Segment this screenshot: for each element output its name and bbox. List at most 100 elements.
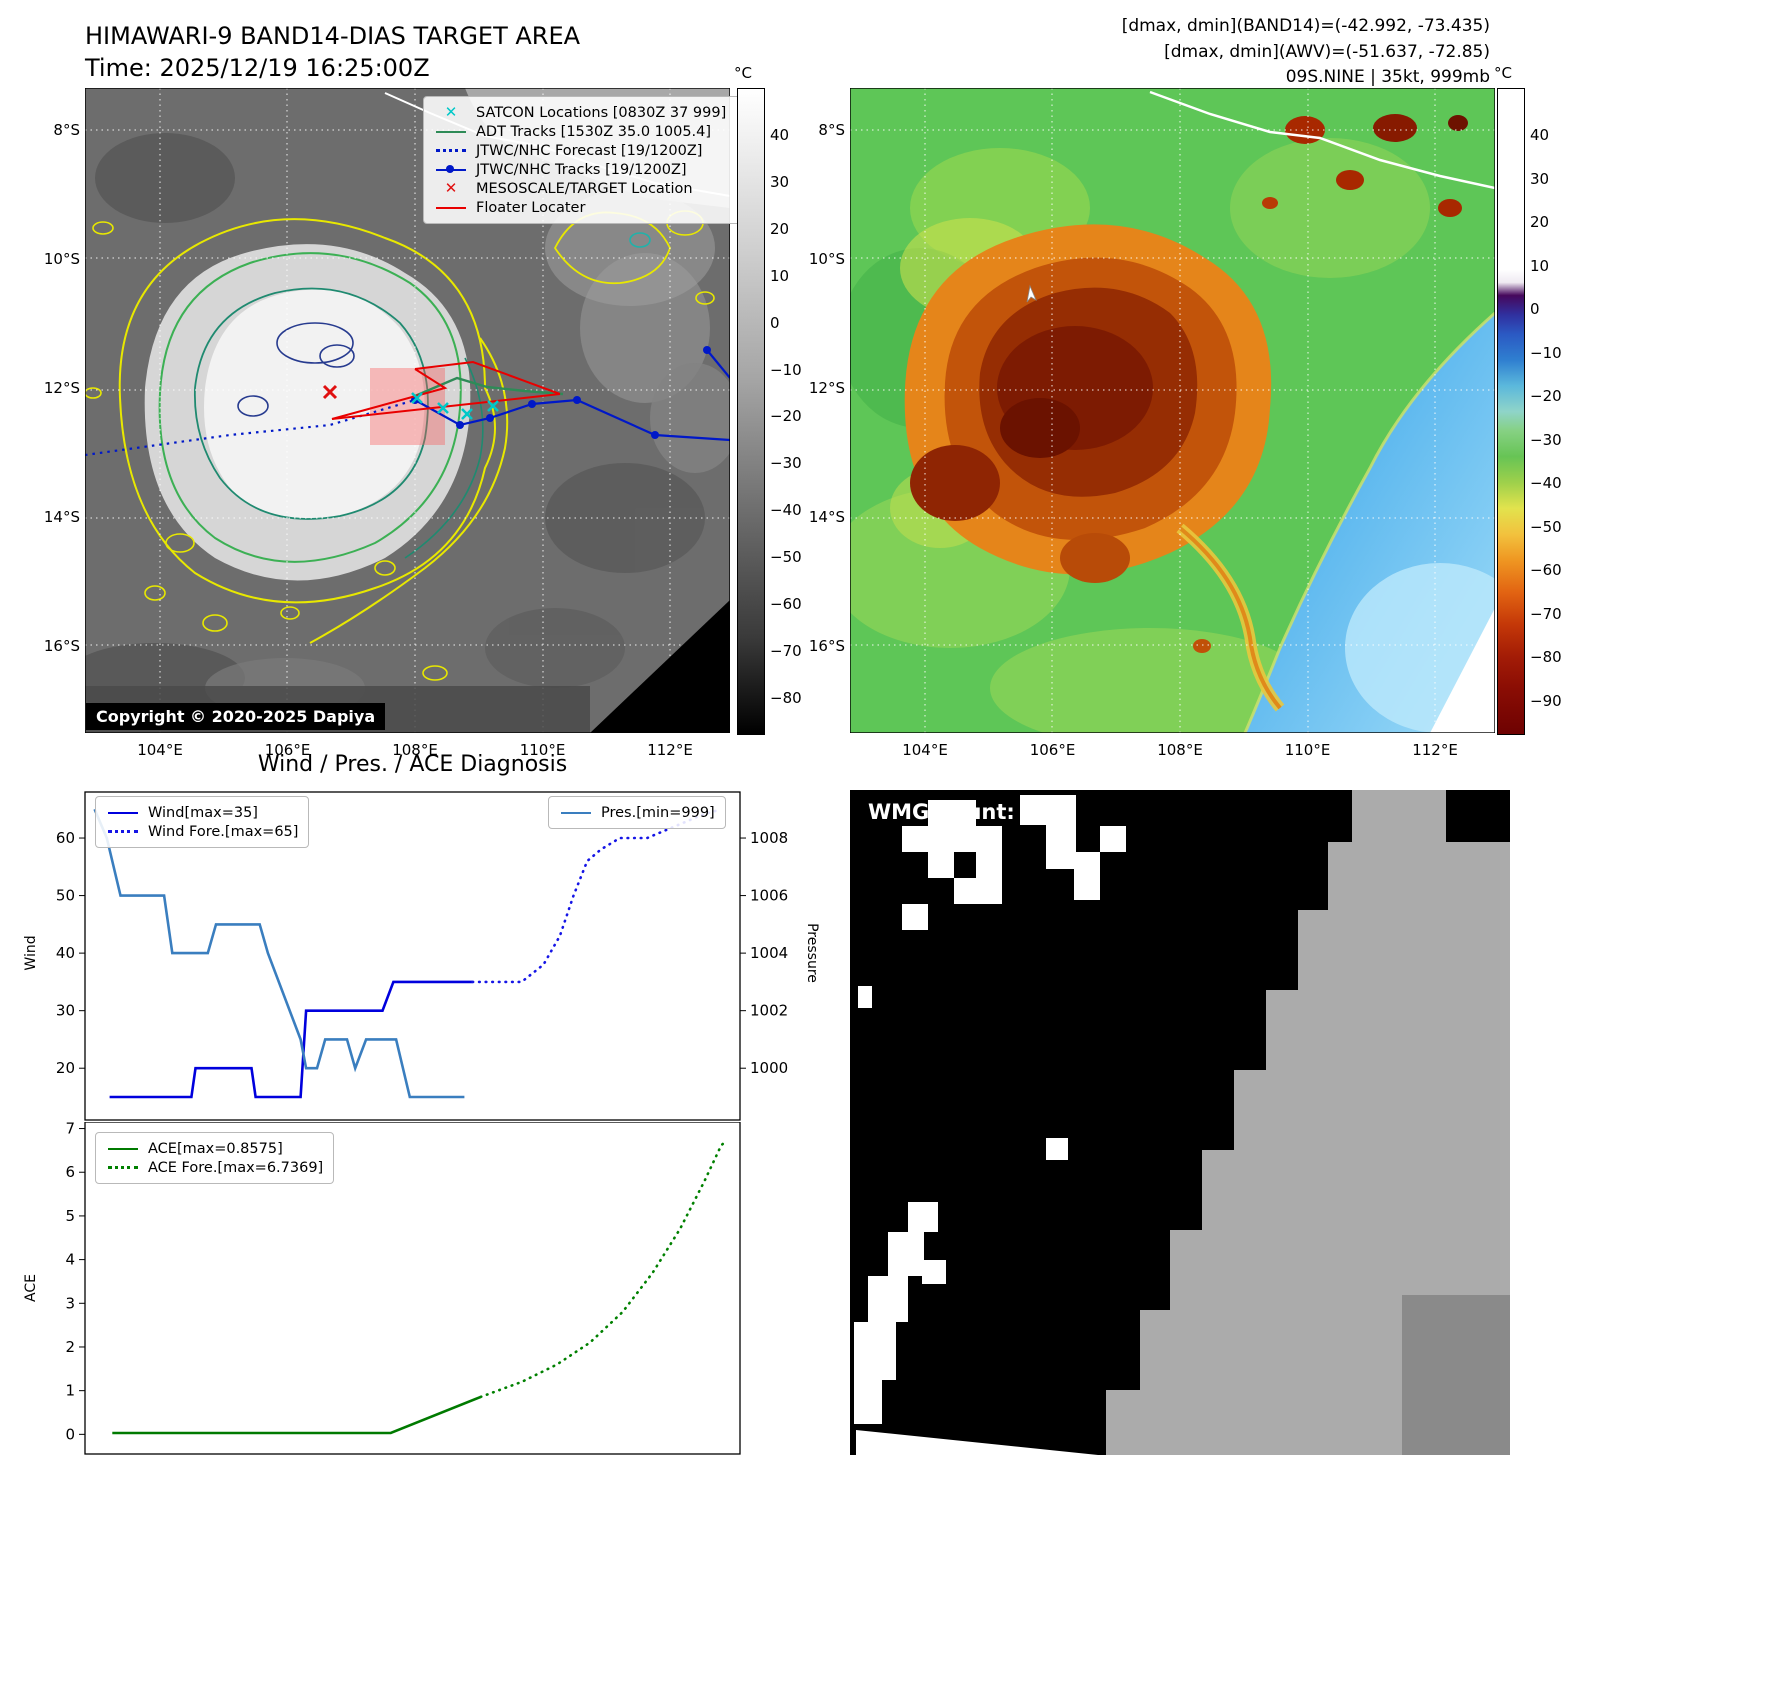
colorbar-tick-label: −30: [1530, 430, 1562, 449]
legend-row-mesoscale: ✕ MESOSCALE/TARGET Location: [434, 179, 746, 198]
legend-label: JTWC/NHC Forecast [19/1200Z]: [476, 142, 703, 159]
colorbar-tick-label: 20: [770, 219, 790, 238]
series-pres-min-999-: [93, 808, 465, 1099]
legend-row-wind: Wind[max=35]: [106, 803, 298, 822]
legend-label: MESOSCALE/TARGET Location: [476, 180, 693, 197]
diagnosis-title: Wind / Pres. / ACE Diagnosis: [257, 752, 568, 777]
band14-colorbar-unit: °C: [734, 64, 752, 82]
lon-tick-label: 110°E: [1284, 741, 1331, 759]
lat-tick-label: 10°S: [808, 250, 845, 268]
colorbar-tick-label: −80: [1530, 648, 1562, 667]
y-tick-label: 7: [65, 1122, 75, 1138]
awv-colorbar-unit: °C: [1494, 64, 1512, 82]
forecast-dotted-line-icon: [434, 149, 468, 152]
band14-title-line2: Time: 2025/12/19 16:25:00Z: [85, 54, 430, 83]
lon-tick-label: 104°E: [137, 741, 183, 759]
copyright-banner: Copyright © 2020-2025 Dapiya: [86, 703, 386, 730]
storm-info-block: [dmax, dmin](BAND14)=(-42.992, -73.435) …: [1122, 14, 1490, 91]
lon-tick-label: 112°E: [1412, 741, 1458, 759]
lat-tick-label: 16°S: [43, 637, 80, 655]
lon-tick-label: 104°E: [902, 741, 948, 759]
legend-label: JTWC/NHC Tracks [19/1200Z]: [476, 161, 687, 178]
colorbar-tick-label: −90: [1530, 691, 1562, 710]
y2-tick-label: 1008: [750, 829, 788, 847]
lon-tick-label: 108°E: [392, 741, 438, 759]
colorbar-tick-label: −10: [1530, 343, 1562, 362]
y-tick-label: 30: [56, 1002, 75, 1020]
legend-label: SATCON Locations [0830Z 37 999]: [476, 104, 727, 121]
colorbar-tick-label: 0: [770, 313, 780, 332]
y-tick-label: 20: [56, 1059, 75, 1077]
lat-tick-label: 8°S: [53, 121, 80, 139]
colorbar-tick-label: 10: [770, 266, 790, 285]
wmg-white-blocks: [854, 795, 1126, 1424]
legend-row-pressure: Pres.[min=999]: [559, 803, 715, 822]
colorbar-tick-label: −60: [1530, 561, 1562, 580]
legend-row-tracks: JTWC/NHC Tracks [19/1200Z]: [434, 160, 746, 179]
y-tick-label: 0: [65, 1425, 75, 1443]
y-tick-label: 4: [65, 1251, 75, 1269]
band14-lat-axis: 8°S 10°S 12°S 14°S 16°S: [30, 122, 80, 654]
awv-colorbar-ticks: 40 30 20 10 0 −10 −20 −30 −40 −50 −60 −70 −80 −90: [1530, 127, 1570, 709]
awv-scan-edge: [1430, 608, 1495, 733]
colorbar-tick-label: −10: [770, 360, 802, 379]
y-tick-label: 60: [56, 829, 75, 847]
colorbar-tick-label: −70: [1530, 604, 1562, 623]
lon-tick-label: 106°E: [264, 741, 311, 759]
ace-legend: ACE[max=0.8575] ACE Fore.[max=6.7369]: [95, 1132, 335, 1184]
pressure-legend: Pres.[min=999]: [548, 796, 726, 829]
colorbar-tick-label: −40: [770, 501, 802, 520]
colorbar-tick-label: 20: [1530, 213, 1550, 232]
colorbar-tick-label: 40: [770, 126, 790, 144]
track-line-dot-icon: [434, 164, 468, 173]
colorbar-tick-label: −60: [770, 595, 802, 614]
jtwc-observed-track: [411, 346, 730, 442]
colorbar-tick-label: −20: [770, 407, 802, 426]
awv-lat-axis: 8°S 10°S 12°S 14°S 16°S: [795, 122, 845, 654]
series-ace-max-0-8575-: [112, 1395, 482, 1435]
band14-colorbar-ticks: 40 30 20 10 0 −10 −20 −30 −40 −50 −60 −70 −80: [770, 127, 810, 706]
band14-title: HIMAWARI-9 BAND14-DIAS TARGET AREA Time:…: [85, 20, 580, 85]
y-tick-label: 5: [65, 1207, 75, 1225]
band14-scan-edge: [590, 600, 730, 733]
wmg-count-label: WMG Count: 0: [868, 800, 1037, 824]
y2-tick-label: 1002: [750, 1002, 788, 1020]
wind-axis-label: Wind: [23, 935, 39, 971]
lon-tick-label: 112°E: [647, 741, 693, 759]
band14-cloud-mass: [144, 244, 471, 581]
wmg-gray-swath: [1106, 790, 1510, 1455]
colorbar-tick-label: 0: [1530, 300, 1540, 319]
lat-tick-label: 14°S: [808, 508, 845, 526]
legend-row-adt: ADT Tracks [1530Z 35.0 1005.4]: [434, 122, 746, 141]
awv-colorbar: [1497, 88, 1525, 735]
colorbar-tick-label: −50: [1530, 517, 1562, 536]
lon-tick-label: 108°E: [1157, 741, 1203, 759]
legend-label: Floater Locater: [476, 199, 586, 216]
band14-colorbar: [737, 88, 765, 735]
wind-legend: Wind[max=35] Wind Fore.[max=65]: [95, 796, 310, 848]
storm-id-intensity: 09S.NINE | 35kt, 999mb: [1285, 67, 1490, 87]
wind-fore-dotted-icon: [106, 830, 140, 833]
band14-lon-axis: 104°E 106°E 108°E 110°E 112°E: [125, 741, 705, 759]
legend-label: Pres.[min=999]: [601, 804, 715, 821]
awv-cursor-marker: [1026, 284, 1037, 303]
legend-row-ace: ACE[max=0.8575]: [106, 1139, 323, 1158]
wmg-dark-gray-patch: [1402, 1295, 1510, 1455]
lat-tick-label: 12°S: [808, 379, 845, 397]
series-ace-fore-max-6-7369-: [479, 1138, 728, 1399]
adt-track: [414, 376, 564, 398]
colorbar-tick-label: −30: [770, 454, 802, 473]
awv-deep-convection: [904, 224, 1272, 583]
legend-row-forecast: JTWC/NHC Forecast [19/1200Z]: [434, 141, 746, 160]
wmg-white-sliver: [856, 1430, 1098, 1455]
awv-coastline: [1149, 90, 1495, 190]
mesoscale-target-marker: [322, 384, 338, 400]
colorbar-tick-label: 40: [1530, 126, 1550, 144]
dmax-dmin-awv: [dmax, dmin](AWV)=(-51.637, -72.85): [1164, 41, 1490, 62]
colorbar-tick-label: −70: [770, 641, 802, 660]
legend-label: Wind Fore.[max=65]: [148, 823, 299, 840]
lat-tick-label: 14°S: [43, 508, 80, 526]
mesoscale-x-icon: ✕: [444, 179, 458, 197]
y-tick-label: 1: [65, 1382, 75, 1400]
colorbar-tick-label: −40: [1530, 474, 1562, 493]
